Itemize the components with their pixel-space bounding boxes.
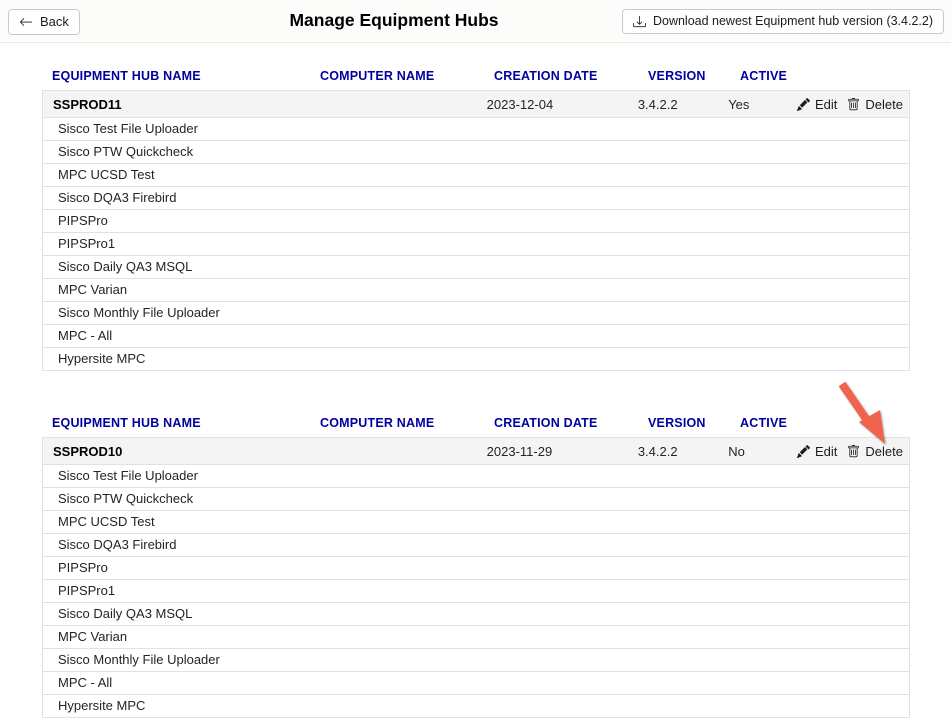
hub-table: EQUIPMENT HUB NAME COMPUTER NAME CREATION … — [42, 62, 910, 371]
back-button-label: Back — [40, 14, 69, 29]
column-header: ACTIVE — [740, 69, 788, 83]
column-header: EQUIPMENT HUB NAME — [52, 416, 201, 430]
column-header: EQUIPMENT HUB NAME — [52, 69, 201, 83]
column-header: VERSION — [648, 69, 706, 83]
delete-button[interactable]: Delete — [847, 97, 903, 112]
top-bar: Back Manage Equipment Hubs Download newe… — [0, 0, 951, 43]
equipment-row: MPC UCSD Test — [42, 511, 910, 534]
column-header: ACTIVE — [740, 416, 788, 430]
back-button[interactable]: Back — [8, 9, 80, 35]
equipment-row: PIPSPro1 — [42, 580, 910, 603]
delete-button-label: Delete — [865, 96, 903, 112]
page-title: Manage Equipment Hubs — [289, 10, 499, 30]
column-header-row: EQUIPMENT HUB NAME COMPUTER NAME CREATION … — [42, 62, 910, 90]
hub-version: 3.4.2.2 — [637, 443, 678, 459]
column-header: COMPUTER NAME — [320, 69, 435, 83]
delete-button-label: Delete — [865, 443, 903, 459]
equipment-row: Hypersite MPC — [42, 348, 910, 371]
column-header-row: EQUIPMENT HUB NAME COMPUTER NAME CREATION … — [42, 409, 910, 437]
equipment-list: Sisco Test File Uploader Sisco PTW Quickc… — [42, 118, 910, 371]
equipment-row: MPC - All — [42, 672, 910, 695]
equipment-row: Sisco Daily QA3 MSQL — [42, 603, 910, 626]
column-header: CREATION DATE — [494, 416, 598, 430]
equipment-row: Sisco DQA3 Firebird — [42, 534, 910, 557]
download-button-label: Download newest Equipment hub version (3… — [652, 14, 933, 28]
equipment-row: Sisco PTW Quickcheck — [42, 488, 910, 511]
hub-name: SSPROD10 — [53, 443, 123, 459]
column-header: CREATION DATE — [494, 69, 598, 83]
hub-row: SSPROD11 2023-12-04 3.4.2.2 Yes Edit Del… — [42, 90, 910, 118]
trash-icon — [847, 97, 860, 111]
equipment-row: Sisco Monthly File Uploader — [42, 649, 910, 672]
equipment-row: PIPSPro — [42, 210, 910, 233]
equipment-row: PIPSPro1 — [42, 233, 910, 256]
hub-version: 3.4.2.2 — [637, 96, 678, 112]
column-header: COMPUTER NAME — [320, 416, 435, 430]
column-header: VERSION — [648, 416, 706, 430]
equipment-row: MPC - All — [42, 325, 910, 348]
hub-name: SSPROD11 — [53, 96, 122, 112]
equipment-row: MPC Varian — [42, 626, 910, 649]
edit-button[interactable]: Edit — [797, 97, 837, 112]
equipment-row: Hypersite MPC — [42, 695, 910, 718]
hub-table: EQUIPMENT HUB NAME COMPUTER NAME CREATION … — [42, 409, 910, 718]
equipment-row: Sisco DQA3 Firebird — [42, 187, 910, 210]
download-icon — [632, 15, 646, 28]
arrow-left-icon — [19, 15, 33, 29]
hub-creation-date: 2023-11-29 — [486, 443, 553, 459]
trash-icon — [847, 444, 860, 458]
edit-button[interactable]: Edit — [797, 444, 837, 459]
hub-active: No — [728, 443, 745, 459]
hub-tables: EQUIPMENT HUB NAME COMPUTER NAME CREATION … — [42, 43, 910, 718]
download-hub-button[interactable]: Download newest Equipment hub version (3… — [621, 9, 944, 34]
equipment-row: Sisco Monthly File Uploader — [42, 302, 910, 325]
hub-actions: Edit Delete — [787, 97, 909, 112]
pencil-icon — [797, 97, 811, 111]
hub-active: Yes — [728, 96, 750, 112]
equipment-row: PIPSPro — [42, 557, 910, 580]
equipment-row: Sisco PTW Quickcheck — [42, 141, 910, 164]
hub-creation-date: 2023-12-04 — [486, 96, 554, 112]
delete-button[interactable]: Delete — [847, 444, 903, 459]
edit-button-label: Edit — [815, 443, 838, 459]
hub-row: SSPROD10 2023-11-29 3.4.2.2 No Edit Dele… — [42, 437, 910, 465]
hub-actions: Edit Delete — [787, 444, 909, 459]
edit-button-label: Edit — [815, 96, 838, 112]
equipment-list: Sisco Test File Uploader Sisco PTW Quickc… — [42, 465, 910, 718]
equipment-row: Sisco Test File Uploader — [42, 465, 910, 488]
equipment-row: MPC UCSD Test — [42, 164, 910, 187]
equipment-row: Sisco Daily QA3 MSQL — [42, 256, 910, 279]
pencil-icon — [797, 444, 811, 458]
equipment-row: MPC Varian — [42, 279, 910, 302]
equipment-row: Sisco Test File Uploader — [42, 118, 910, 141]
